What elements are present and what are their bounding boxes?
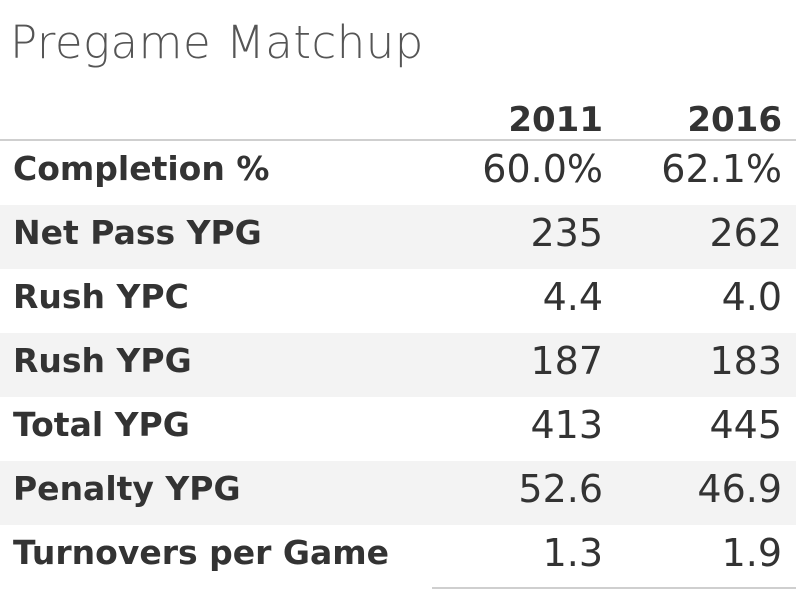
row-label: Net Pass YPG xyxy=(13,213,262,252)
row-label: Rush YPG xyxy=(13,341,192,380)
cell-2011: 52.6 xyxy=(518,467,603,511)
row-label: Total YPG xyxy=(13,405,190,444)
column-header-2011: 2011 xyxy=(508,100,603,140)
cell-2016: 262 xyxy=(709,211,782,255)
cell-2016: 4.0 xyxy=(721,275,782,319)
cell-2016: 46.9 xyxy=(697,467,782,511)
table-body: Completion % 60.0% 62.1% Net Pass YPG 235 262… xyxy=(0,141,796,589)
table-row: Turnovers per Game 1.3 1.9 xyxy=(0,525,796,589)
column-header-2016: 2016 xyxy=(687,100,782,140)
cell-2016: 1.9 xyxy=(721,531,782,575)
row-label: Rush YPC xyxy=(13,277,189,316)
chart-title: Pregame Matchup xyxy=(10,16,424,69)
cell-2011: 1.3 xyxy=(542,531,603,575)
row-label: Penalty YPG xyxy=(13,469,241,508)
cell-2011: 235 xyxy=(530,211,603,255)
cell-2011: 60.0% xyxy=(482,147,603,191)
cell-2016: 183 xyxy=(709,339,782,383)
cell-2011: 4.4 xyxy=(542,275,603,319)
cell-2016: 62.1% xyxy=(661,147,782,191)
row-label: Completion % xyxy=(13,149,270,188)
table-row: Total YPG 413 445 xyxy=(0,397,796,461)
table-header: 2011 2016 xyxy=(0,96,796,141)
cell-2011: 413 xyxy=(530,403,603,447)
row-label: Turnovers per Game xyxy=(13,533,390,572)
header-rule xyxy=(0,139,796,141)
cell-2011: 187 xyxy=(530,339,603,383)
table-row: Net Pass YPG 235 262 xyxy=(0,205,796,269)
matchup-table: 2011 2016 Completion % 60.0% 62.1% Net Pass… xyxy=(0,96,796,589)
table-row: Rush YPC 4.4 4.0 xyxy=(0,269,796,333)
table-row: Completion % 60.0% 62.1% xyxy=(0,141,796,205)
cell-2016: 445 xyxy=(709,403,782,447)
table-row: Rush YPG 187 183 xyxy=(0,333,796,397)
table-row: Penalty YPG 52.6 46.9 xyxy=(0,461,796,525)
bottom-rule xyxy=(432,587,796,589)
